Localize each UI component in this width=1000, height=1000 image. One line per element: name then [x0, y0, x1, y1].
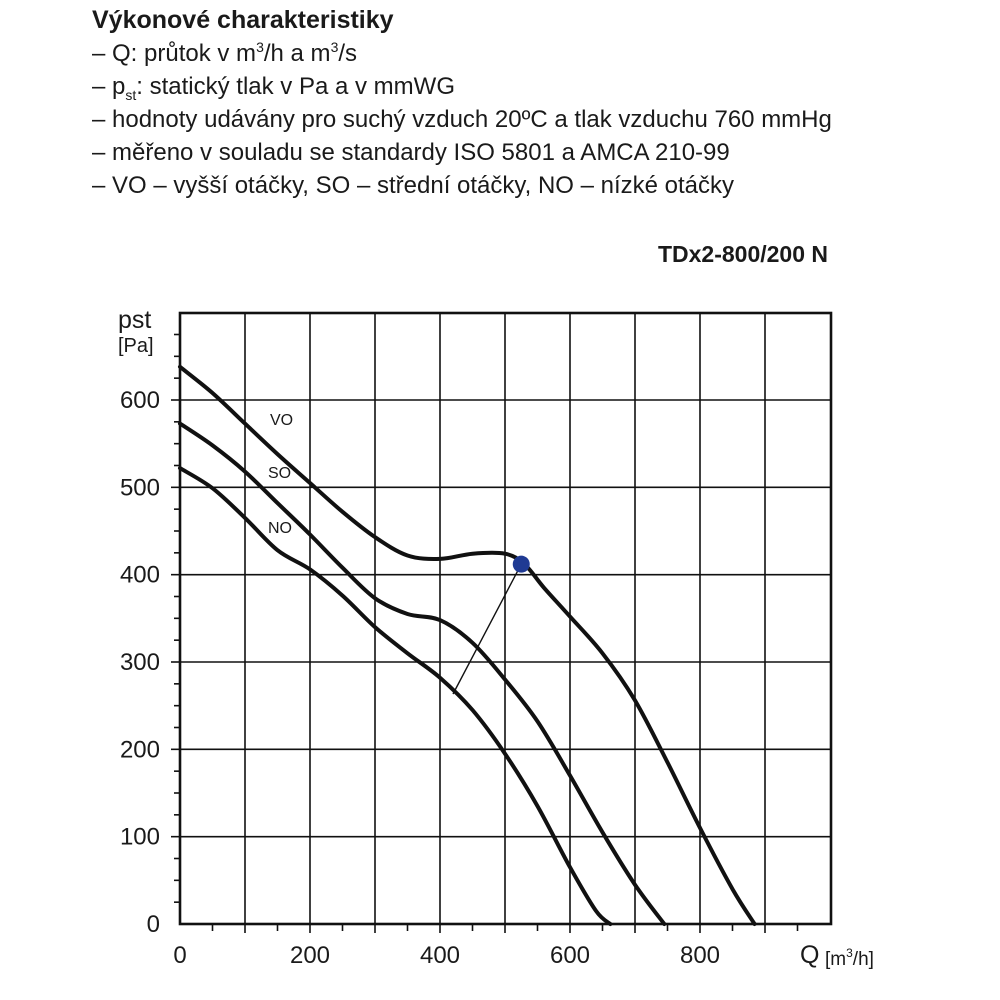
header-line-speeds: – VO – vyšší otáčky, SO – střední otáčky…: [92, 172, 735, 199]
header-line-pst: – pst: statický tlak v Pa a v mmWG: [92, 73, 455, 103]
series-line-so: [178, 421, 667, 926]
x-axis-unit: [m3/h]: [825, 946, 874, 970]
annotations: VO SO NO: [268, 412, 530, 695]
x-axis-label: Q: [800, 941, 819, 969]
x-tick-label: 200: [290, 942, 330, 969]
y-tick-label: 300: [120, 649, 160, 676]
grid: [180, 313, 831, 924]
x-tick-label: 600: [550, 942, 590, 969]
header-line-standards: – měřeno v souladu se standardy ISO 5801…: [92, 139, 730, 166]
y-tick-label: 400: [120, 562, 160, 589]
y-tick-label: 100: [120, 824, 160, 851]
series-label-no: NO: [268, 520, 292, 537]
header: Výkonové charakteristiky – Q: průtok v m…: [92, 4, 832, 202]
operating-point-leader: [452, 563, 522, 695]
y-axis-label: pst: [118, 306, 151, 334]
tick-labels: 0 100 200 300 400 500 600 0 200 400 600 800 pst[Pa] Q…: [118, 306, 874, 970]
operating-point-marker: [512, 555, 530, 573]
header-line-q: – Q: průtok v m3/h a m3/s: [92, 39, 358, 67]
y-tick-label: 0: [147, 911, 160, 938]
x-tick-label: 800: [680, 942, 720, 969]
x-tick-label: 400: [420, 942, 460, 969]
header-title: Výkonové charakteristiky: [92, 6, 394, 34]
y-tick-label: 200: [120, 736, 160, 763]
series-label-so: SO: [268, 465, 291, 482]
chart-title: TDx2-800/200 N: [657, 241, 828, 267]
y-tick-label: 500: [120, 474, 160, 501]
curves: [178, 364, 757, 926]
ticks: [171, 333, 799, 933]
series-line-no: [178, 466, 613, 926]
x-tick-label: 0: [173, 942, 186, 969]
series-line-vo: [178, 364, 757, 926]
header-line-conditions: – hodnoty udávány pro suchý vzduch 20ºC …: [92, 106, 832, 133]
y-axis-unit: [Pa]: [118, 335, 154, 357]
series-label-vo: VO: [270, 412, 293, 429]
y-tick-label: 600: [120, 387, 160, 414]
